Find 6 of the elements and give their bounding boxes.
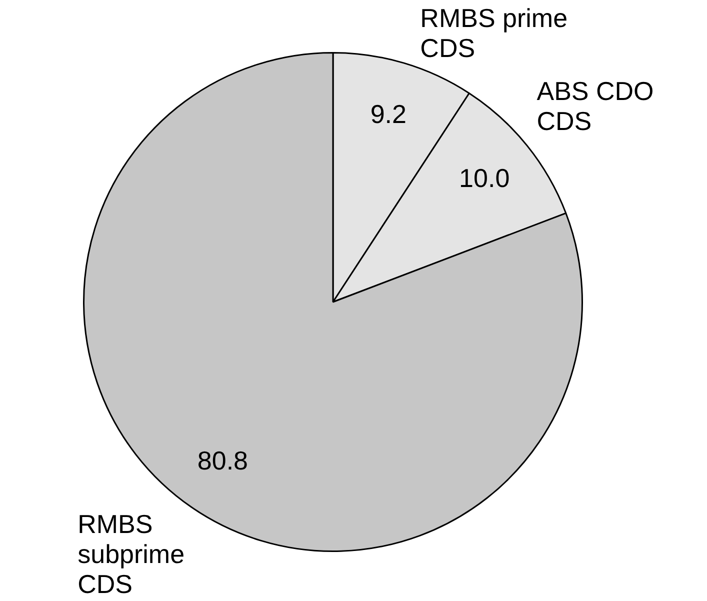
slice-label: RMBS prime CDS	[420, 3, 568, 64]
slice-label: RMBS subprime CDS	[78, 509, 185, 600]
data-label: 10.0	[459, 163, 510, 194]
slice-label: ABS CDO CDS	[536, 76, 654, 136]
data-label: 80.8	[197, 445, 248, 476]
data-label: 9.2	[370, 98, 406, 129]
